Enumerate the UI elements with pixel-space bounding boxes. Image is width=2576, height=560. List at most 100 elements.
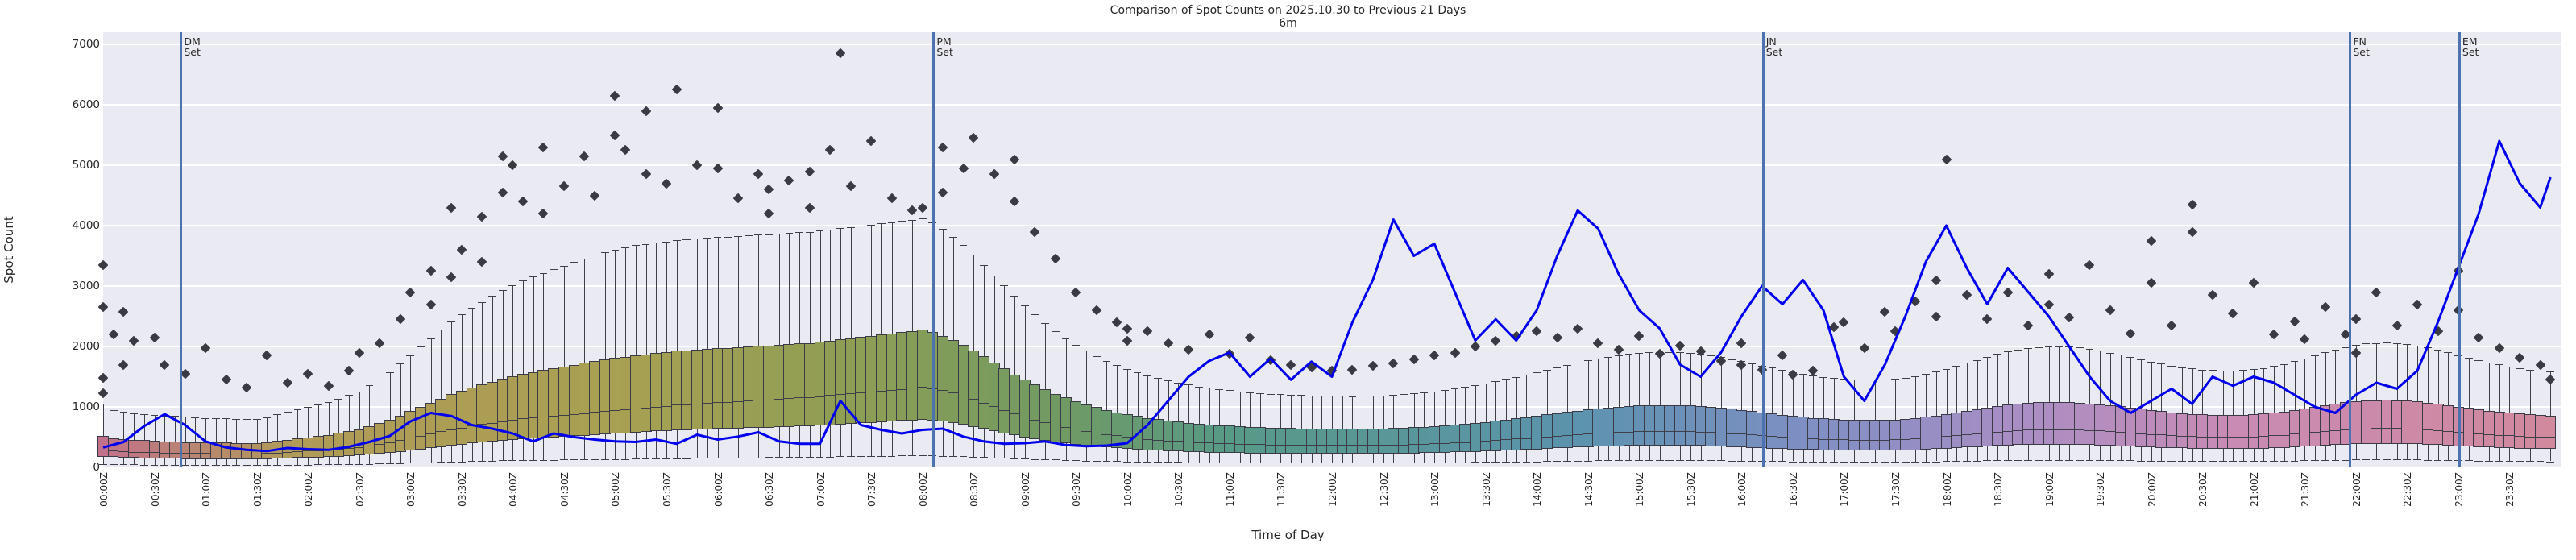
box-whisker-cap [754,234,763,236]
box-whisker-cap [2546,371,2555,372]
box-whisker-cap [1798,461,1807,463]
box-whisker-cap [2044,459,2053,461]
y-axis-tick-label: 5000 [72,159,100,172]
box-whisker-cap [2279,460,2288,462]
box-median [2258,436,2270,438]
box-whisker-cap [139,464,148,466]
box-median [1858,439,1870,441]
box-whisker-cap [130,413,139,414]
box-whisker-cap [1748,363,1756,364]
box-whisker [400,363,401,463]
box-median [2176,435,2188,437]
box-whisker [563,265,565,460]
box-whisker-cap [1542,461,1551,463]
box-median [1490,440,1502,442]
box-whisker-cap [1624,354,1633,355]
box-whisker-cap [406,355,415,356]
box-whisker-cap [1389,395,1398,396]
box-median [977,402,989,404]
x-axis-tick-label: 23:30Z [2504,472,2516,507]
box-whisker-cap [2065,459,2073,461]
box-whisker-cap [1491,462,1500,463]
box-whisker-cap [600,458,609,460]
box-median [1234,443,1246,445]
box-median [179,453,191,454]
x-axis-tick-label: 22:30Z [2402,472,2414,507]
box-whisker [615,250,616,459]
box-whisker-cap [1563,364,1572,366]
box-whisker-cap [519,460,527,461]
box-whisker-cap [713,237,722,239]
box-median [2084,429,2096,431]
box-whisker [359,391,360,464]
box-median [476,424,488,425]
box-whisker-cap [1819,376,1827,378]
box-whisker-cap [826,456,835,458]
box-median [1285,444,1297,446]
box-median [2032,429,2044,430]
box-whisker-cap [1829,378,1838,380]
box-whisker-cap [2003,351,2012,353]
x-axis-tick-label: 20:30Z [2197,472,2209,507]
box-whisker-cap [2034,346,2043,348]
box-median [2145,433,2157,435]
x-axis-tick-label: 10:00Z [1122,472,1134,507]
box-whisker-cap [2321,352,2329,354]
x-axis-tick-label: 18:30Z [1993,472,2005,507]
box-median [2043,429,2055,430]
box-median [558,414,570,416]
box-whisker-cap [1819,461,1827,463]
box-median [1869,439,1881,441]
x-axis-tick-label: 23:00Z [2453,472,2465,507]
box-whisker [143,414,145,465]
box-median [1039,422,1052,424]
box-whisker-cap [396,463,404,464]
box-median [2319,430,2331,432]
box-whisker-cap [1665,351,1674,353]
box-whisker [174,416,176,465]
box-median [2473,433,2485,434]
box-median [2064,429,2075,430]
x-axis-tick-label: 22:00Z [2350,472,2362,507]
annotation-vline-dm [180,32,183,467]
box-whisker-cap [1440,390,1449,392]
box-whisker-cap [2383,459,2391,461]
box-median [1449,442,1461,444]
box-whisker [277,414,279,465]
box-whisker-cap [2423,459,2432,461]
box-median [814,396,826,397]
box-median [1562,434,1574,436]
box-whisker-cap [2105,352,2114,354]
box-whisker [297,409,299,465]
box-whisker [256,419,258,466]
box-median [1510,438,1522,440]
box-whisker-cap [980,264,988,266]
box-median [2227,437,2239,438]
box-median [1029,419,1041,421]
box-whisker-cap [959,456,968,458]
box-whisker-cap [1983,356,1992,358]
box-whisker-cap [1952,461,1961,463]
box-whisker-cap [1072,460,1081,462]
box-whisker-cap [365,463,374,465]
x-axis-tick-label: 12:00Z [1327,472,1338,507]
box-whisker-cap [2229,461,2238,463]
box-median [2155,434,2167,436]
box-whisker-cap [160,464,169,466]
box-whisker-cap [1717,460,1725,462]
box-whisker-cap [550,269,558,270]
box-whisker-cap [345,463,353,465]
gridline [103,346,2561,347]
box-whisker-cap [2433,459,2442,461]
box-whisker-cap [918,218,927,219]
box-median [261,453,273,454]
box-whisker-cap [2536,461,2545,463]
box-whisker-cap [939,228,947,230]
box-median [803,396,815,398]
annotation-label-line1: DM [184,35,201,48]
box-whisker [707,238,708,458]
box-whisker [645,243,647,459]
box-whisker-cap [1522,461,1531,463]
box-whisker-cap [918,455,927,457]
